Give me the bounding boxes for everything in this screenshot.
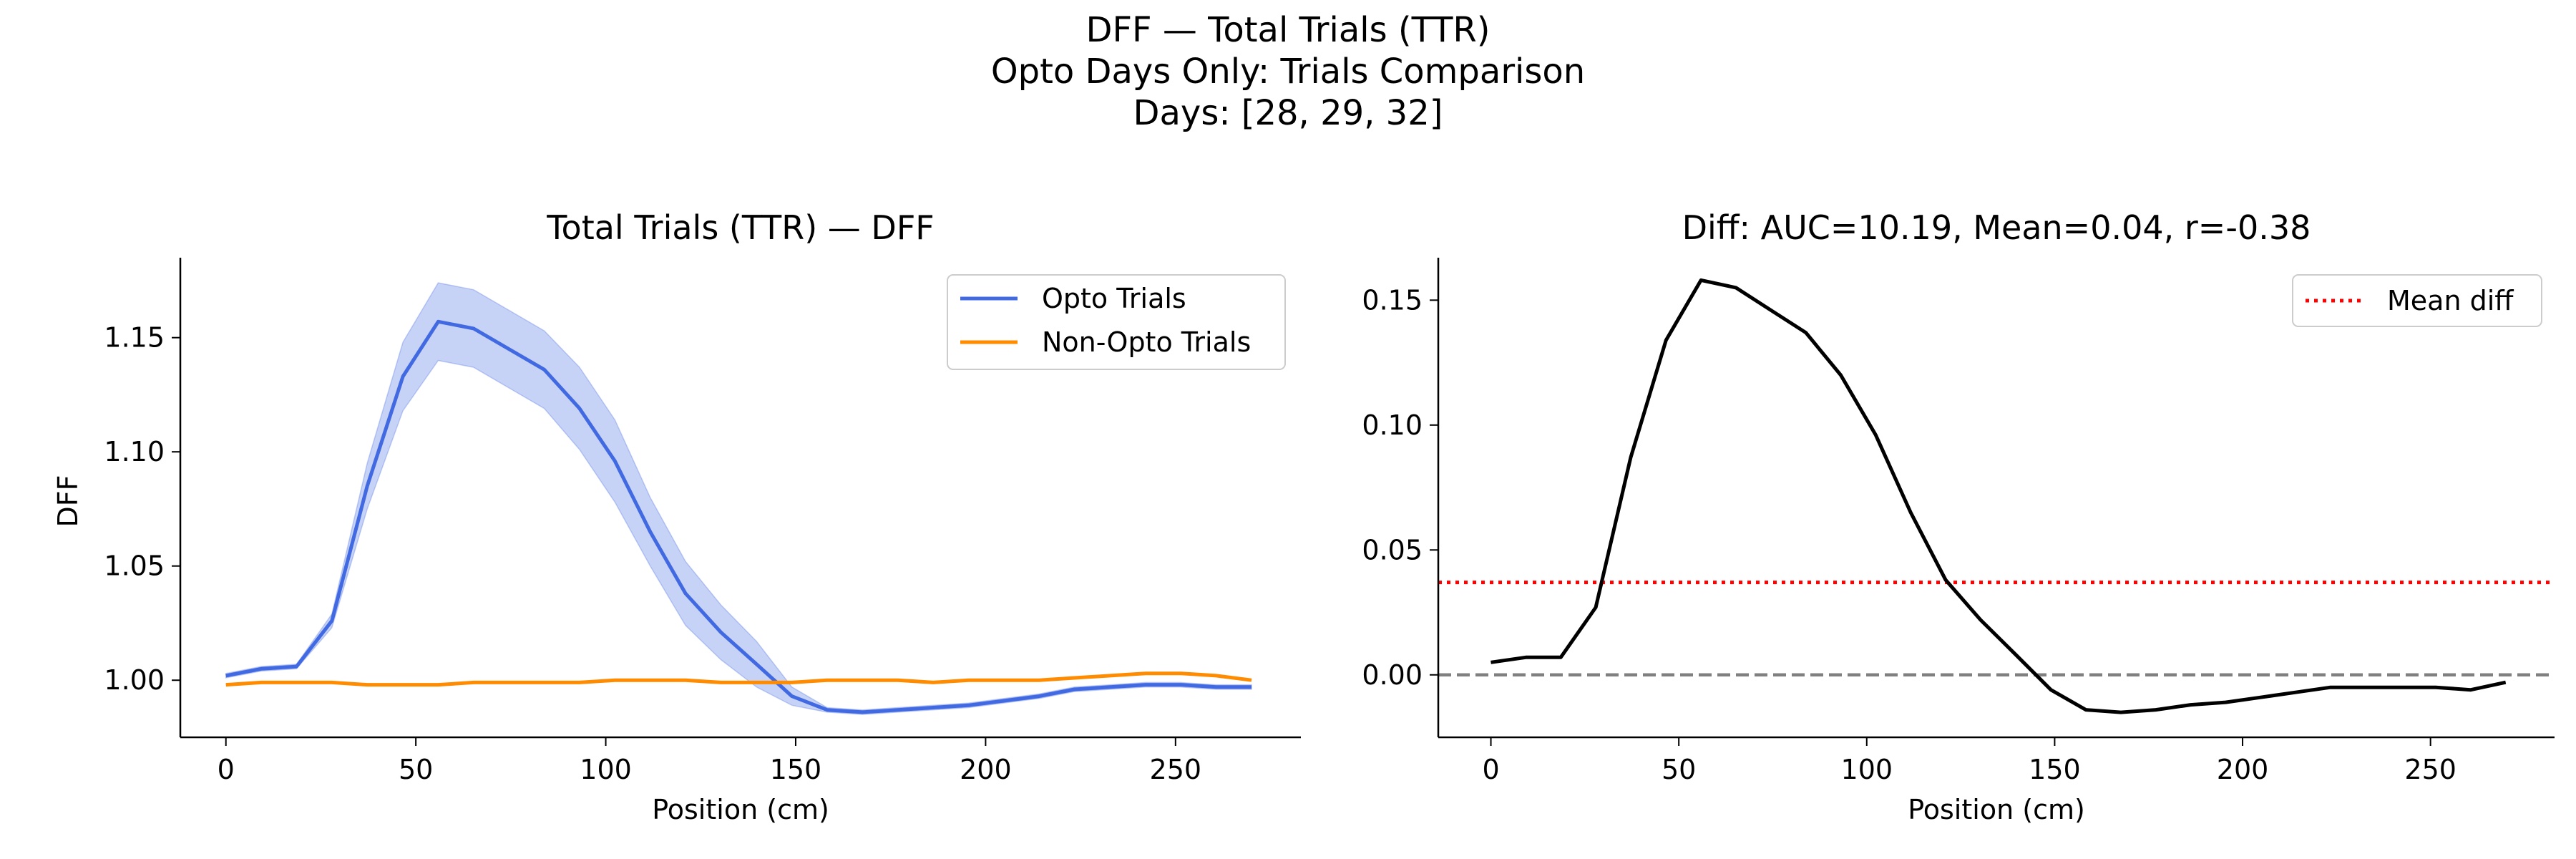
legend-label-non-opto: Non-Opto Trials <box>1042 326 1251 358</box>
x-axis-label: Position (cm) <box>652 794 829 825</box>
x-tick-label: 250 <box>2404 754 2457 785</box>
x-tick-label: 150 <box>770 754 822 785</box>
x-tick-label: 50 <box>1662 754 1696 785</box>
y-tick-label: 1.10 <box>104 436 165 467</box>
figure-title-line-3: Days: [28, 29, 32] <box>1133 93 1443 133</box>
x-tick-label: 0 <box>218 754 235 785</box>
series-line-opto <box>225 319 1252 714</box>
panel-title: Diff: AUC=10.19, Mean=0.04, r=-0.38 <box>1682 208 2311 247</box>
figure-title-line-1: DFF — Total Trials (TTR) <box>1085 10 1490 50</box>
opto-sem-band-layer <box>225 282 1252 715</box>
y-tick-label: 1.05 <box>104 550 165 582</box>
x-tick-label: 200 <box>960 754 1012 785</box>
figure-title-line-2: Opto Days Only: Trials Comparison <box>991 52 1585 92</box>
y-tick-label: 0.00 <box>1362 659 1423 691</box>
opto-sem-band <box>225 282 1252 715</box>
x-tick-label: 150 <box>2029 754 2081 785</box>
x-tick-label: 0 <box>1482 754 1499 785</box>
y-tick-label: 0.05 <box>1362 534 1423 566</box>
legend-label-mean-diff: Mean diff <box>2387 285 2514 316</box>
panel-diff: Diff: AUC=10.19, Mean=0.04, r=-0.38 0 50 1… <box>1362 208 2555 825</box>
legend-box <box>2292 274 2542 327</box>
legend-box <box>947 274 1286 370</box>
series-layer <box>225 319 1252 714</box>
x-tick-label: 50 <box>399 754 433 785</box>
legend: Mean diff <box>2292 274 2542 327</box>
axes-layer: 0 50 100 150 200 250 0.00 0.05 0.10 0.15 <box>1362 258 2555 785</box>
panel-dff-trials: Total Trials (TTR) — DFF 0 50 100 150 200 250… <box>52 208 1301 825</box>
x-tick-label: 100 <box>1841 754 1893 785</box>
reference-lines-layer <box>1438 581 2555 677</box>
x-tick-label: 250 <box>1150 754 1202 785</box>
series-layer <box>1491 278 2507 714</box>
legend: Opto Trials Non-Opto Trials <box>947 274 1286 370</box>
series-line-non-opto <box>225 671 1252 687</box>
y-tick-label: 0.15 <box>1362 284 1423 316</box>
x-tick-label: 100 <box>580 754 632 785</box>
x-axis-label: Position (cm) <box>1908 794 2085 825</box>
x-tick-label: 200 <box>2217 754 2269 785</box>
y-tick-label: 0.10 <box>1362 409 1423 441</box>
y-axis-label: DFF <box>52 475 84 528</box>
legend-label-opto: Opto Trials <box>1042 283 1186 314</box>
y-tick-label: 1.00 <box>104 664 165 696</box>
series-line-diff <box>1491 278 2507 714</box>
axes-layer: 0 50 100 150 200 250 1.00 1.05 1.10 1.15 <box>104 258 1301 785</box>
y-tick-label: 1.15 <box>104 322 165 354</box>
panel-title: Total Trials (TTR) — DFF <box>546 208 934 247</box>
